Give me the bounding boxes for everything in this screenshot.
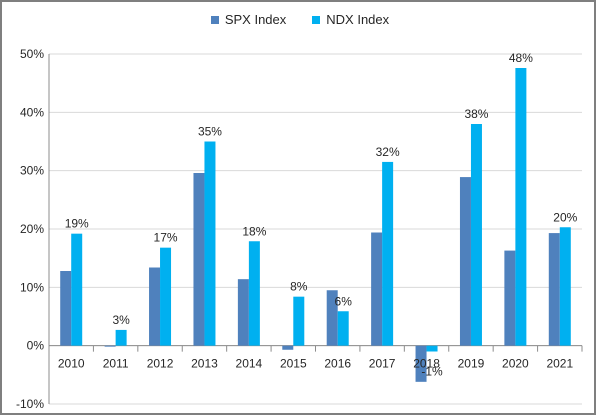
x-tick-label: 2012 (147, 357, 174, 371)
x-tick-label: 2015 (280, 357, 307, 371)
x-tick-label: 2017 (369, 357, 396, 371)
bar-spx-2020 (504, 250, 516, 346)
bar-spx-2010 (60, 271, 72, 346)
legend: SPX Index NDX Index (2, 12, 598, 27)
bar-spx-2011 (104, 345, 116, 347)
x-tick-label: 2011 (103, 357, 129, 371)
data-label-ndx: 19% (65, 217, 89, 231)
bar-ndx-2020 (515, 68, 527, 346)
x-tick-label: 2020 (502, 357, 529, 371)
y-tick-label: 40% (20, 105, 44, 119)
x-tick-label: 2016 (324, 357, 351, 371)
data-label-ndx: 32% (376, 145, 400, 159)
bar-spx-2012 (149, 267, 161, 346)
bar-spx-2017 (371, 232, 383, 346)
data-label-ndx: 48% (509, 51, 533, 65)
y-tick-label: 0% (27, 339, 45, 353)
bar-spx-2013 (193, 173, 205, 346)
bar-ndx-2016 (337, 311, 349, 346)
y-tick-label: 50% (20, 47, 44, 61)
y-tick-label: 10% (20, 280, 44, 294)
data-label-ndx: 3% (112, 313, 130, 327)
bar-ndx-2019 (470, 124, 482, 346)
data-label-ndx: 38% (464, 107, 488, 121)
bar-ndx-2012 (160, 247, 172, 346)
bar-ndx-2014 (248, 241, 260, 346)
legend-swatch-spx (210, 15, 219, 24)
bar-ndx-2018 (426, 345, 438, 352)
bar-ndx-2017 (382, 161, 394, 346)
bar-spx-2014 (237, 279, 249, 346)
data-label-ndx: 35% (198, 125, 222, 139)
legend-item-spx: SPX Index (210, 12, 287, 27)
bar-ndx-2015 (293, 296, 305, 346)
bar-ndx-2011 (115, 329, 127, 346)
legend-label-ndx: NDX Index (326, 12, 390, 27)
bar-spx-2016 (326, 290, 338, 346)
bar-ndx-2013 (204, 141, 216, 346)
data-label-ndx: 6% (335, 294, 353, 308)
data-label-ndx: 17% (154, 231, 178, 245)
legend-swatch-ndx (312, 15, 321, 24)
legend-label-spx: SPX Index (224, 12, 287, 27)
bar-ndx-2021 (559, 227, 571, 346)
bar-ndx-2010 (71, 233, 83, 346)
x-tick-label: 2014 (236, 357, 263, 371)
x-tick-label: 2013 (191, 357, 218, 371)
y-tick-label: -10% (16, 397, 44, 411)
x-tick-label: 2021 (546, 357, 573, 371)
bar-spx-2018 (415, 345, 427, 382)
data-label-ndx: -1% (421, 365, 443, 379)
x-tick-label: 2018 (413, 357, 440, 371)
bar-spx-2015 (282, 345, 294, 350)
x-tick-label: 2019 (458, 357, 485, 371)
y-tick-label: 30% (20, 164, 44, 178)
data-label-ndx: 20% (553, 210, 577, 224)
bar-spx-2019 (459, 177, 471, 346)
x-tick-label: 2010 (58, 357, 85, 371)
data-label-ndx: 18% (242, 224, 266, 238)
bar-spx-2021 (548, 233, 560, 346)
legend-item-ndx: NDX Index (312, 12, 389, 27)
y-tick-label: 20% (20, 222, 44, 236)
data-label-ndx: 8% (290, 280, 308, 294)
